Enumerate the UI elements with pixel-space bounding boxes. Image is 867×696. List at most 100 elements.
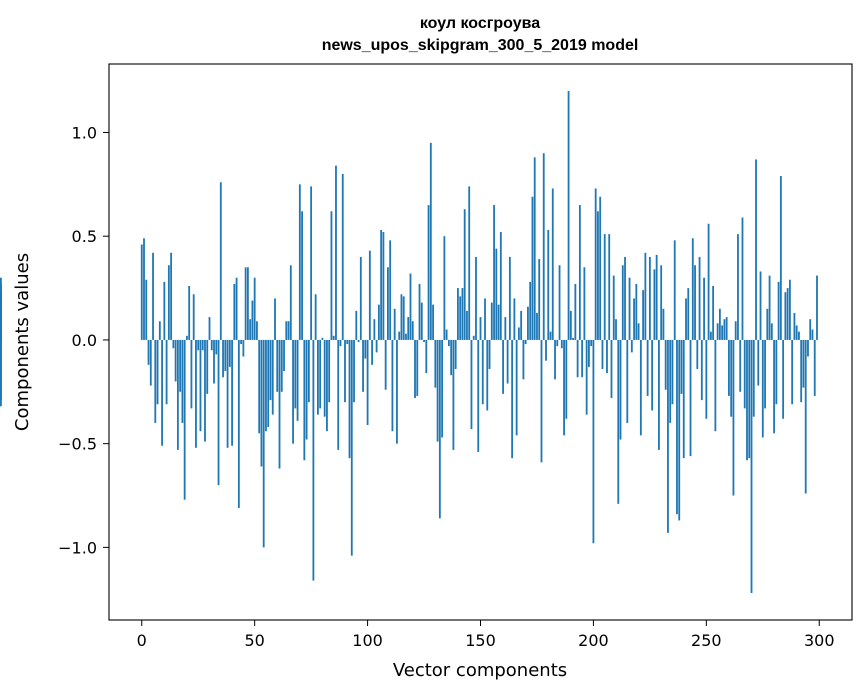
bar [782,339,785,419]
bar [748,339,751,459]
bar [366,339,369,425]
bar [766,308,769,340]
bar [506,339,509,384]
bar [660,265,663,340]
bar [210,339,213,351]
x-axis-ticks: 0 50 100 150 200 250 300 [137,620,835,650]
bar [597,211,599,340]
bar [680,339,683,394]
bar [737,234,739,340]
bar [289,265,292,340]
bar [398,331,401,340]
bar [626,339,629,423]
bar [615,319,617,340]
bar [734,321,737,340]
bar [468,186,471,340]
bar [301,211,303,340]
bar [165,339,168,405]
bar [170,252,173,340]
bar [195,339,197,448]
bar [416,339,419,396]
bar [529,281,532,340]
bar [355,310,358,340]
bar [752,339,755,417]
bar [718,308,721,340]
bar [540,339,543,463]
bar [637,323,640,340]
bar [364,339,367,359]
bar [346,339,349,345]
bar [161,339,163,446]
bar [434,339,437,388]
bar [348,339,351,459]
bar [712,285,715,340]
bar [375,339,378,353]
bar [800,339,803,403]
bar [147,339,150,365]
bar [145,279,148,340]
bar [651,339,654,411]
bar [285,321,288,340]
chart-title-line2: news_upos_skipgram_300_5_2019 model [322,37,639,54]
bar [515,339,518,436]
bar [786,288,789,340]
bar [344,339,346,403]
bar [143,238,145,340]
bar [414,339,416,399]
bar [429,142,432,340]
bar [310,186,313,340]
bar [154,339,157,423]
bar [517,327,520,340]
bar [633,298,635,340]
bar [547,229,550,340]
bar [228,339,231,367]
bar [644,252,647,340]
bar [303,339,306,461]
bar [495,248,498,340]
bar [377,304,380,340]
bar [224,339,227,372]
plot-frame [108,63,853,621]
bar [653,269,656,340]
bar [612,275,615,340]
y-tick-label: −1.0 [58,538,97,557]
bar [445,329,448,340]
bar [601,339,604,369]
bar [183,339,186,500]
bar [588,339,590,367]
bar [630,339,633,353]
bar [768,275,771,340]
bar [610,339,613,399]
bar [305,339,308,440]
y-tick-label: −0.5 [58,435,97,454]
y-tick-label: 0.5 [72,227,97,246]
bar [788,279,791,340]
bar [475,256,477,340]
bar [278,339,281,469]
bar [407,317,410,340]
bar [493,205,495,340]
bar [603,234,606,340]
bar [556,339,559,347]
bar [400,294,403,340]
bar [664,339,667,390]
bar [181,339,184,423]
bar [585,339,588,415]
bar [583,267,586,340]
bar [714,339,717,432]
y-axis-label: Components values [12,253,33,431]
bar [387,267,389,340]
bar [267,339,270,428]
bar [371,339,374,365]
bar [405,333,407,340]
bar [253,277,256,340]
bar [655,254,658,340]
bar [140,244,143,340]
bar [764,339,766,409]
bar [479,317,482,340]
bar [685,298,687,340]
bar [389,240,392,340]
bar [551,188,554,340]
bar [662,308,665,340]
